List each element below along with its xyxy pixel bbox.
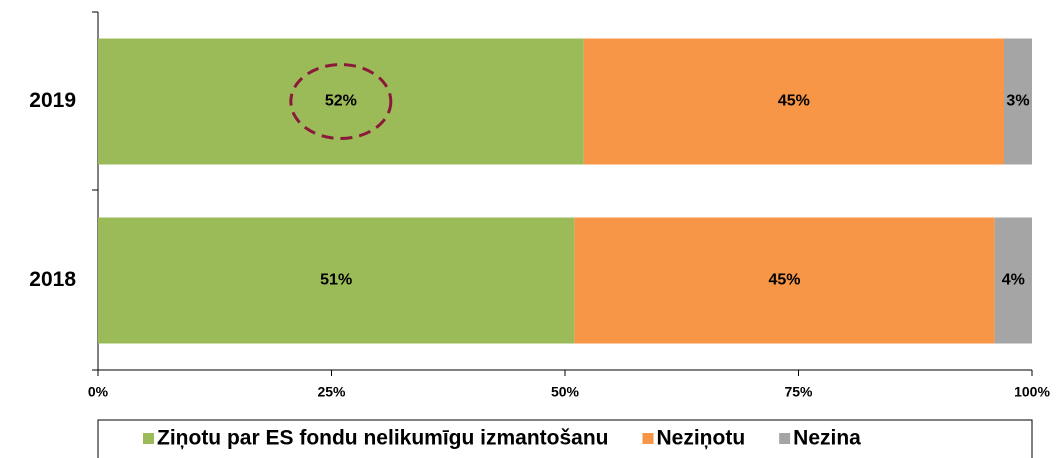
legend-swatch (143, 433, 154, 444)
legend-label: Nezina (793, 427, 861, 450)
data-label: 4% (1002, 272, 1025, 289)
data-label: 51% (320, 272, 352, 289)
x-tick-label: 100% (1014, 384, 1050, 400)
legend-label: Ziņotu par ES fondu nelikumīgu izmantoša… (157, 427, 609, 450)
legend-swatch (779, 433, 791, 444)
data-label: 3% (1006, 93, 1029, 110)
legend-label: Neziņotu (657, 427, 746, 450)
bar-segment (574, 217, 995, 344)
annotation-circle (289, 63, 393, 140)
legend-box (97, 419, 1033, 458)
bar-segment (98, 38, 584, 165)
x-tick-label: 25% (317, 384, 346, 400)
y-tick-label: 2018 (29, 268, 76, 291)
y-tick-label: 2019 (29, 89, 76, 112)
x-tick-label: 75% (784, 384, 813, 400)
legend-swatch (642, 433, 654, 444)
data-label: 45% (778, 93, 810, 110)
bar-segment (98, 217, 575, 344)
x-tick-label: 50% (551, 384, 580, 400)
bar-segment (583, 38, 1004, 165)
bar-segment (994, 217, 1032, 344)
bar-segment (1003, 38, 1032, 165)
data-label: 52% (325, 93, 357, 110)
x-tick-label: 0% (88, 384, 109, 400)
data-label: 45% (768, 272, 800, 289)
